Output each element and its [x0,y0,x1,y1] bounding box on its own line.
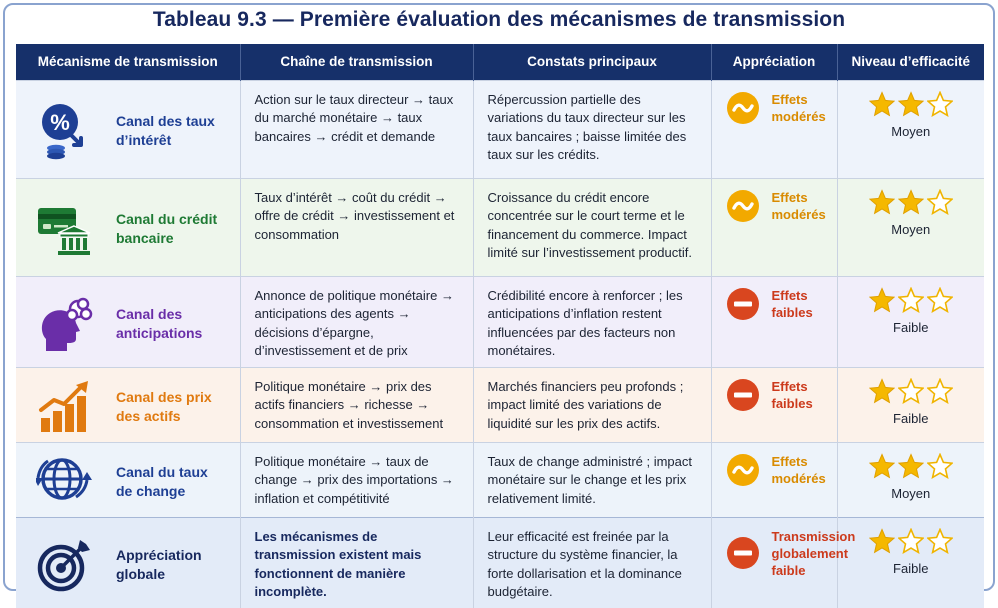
star-empty-icon [926,377,953,404]
moderate-effect-icon [726,189,759,222]
star-filled-icon [868,452,895,478]
bar-chart-up-icon [36,378,94,436]
chain-cell: Annonce de politique monétaire → anticip… [239,275,473,367]
mechanism-label: Canal des anticipations [116,305,203,341]
star-filled-icon [897,188,924,214]
star-filled-icon [868,90,895,116]
chain-cell: Politique monétaire → taux de change → p… [239,441,473,517]
efficiency-cell: Moyen [836,79,984,178]
appreciation-cell: Transmission globalement faible [710,516,855,608]
efficiency-cell: Moyen [836,177,984,276]
findings-cell: Marchés financiers peu profonds ; impact… [472,366,711,442]
star-filled-icon [868,188,895,214]
star-empty-icon [897,527,924,554]
findings-cell: Crédibilité encore à renforcer ; les ant… [472,275,711,367]
mechanism-label: Canal du crédit bancaire [116,211,218,246]
moderate-effect-icon [726,453,759,486]
mechanism-label: Appréciation globale [116,546,202,582]
chain-cell: Les mécanismes de transmission existent … [239,516,473,608]
card-bank-icon [36,200,94,258]
efficiency-cell: Moyen [836,441,984,517]
table-row: Canal du taux de change Politique monéta… [16,441,984,517]
mechanism-cell: Canal du taux de change [16,441,240,517]
appreciation-label: Effets faibles [771,287,813,320]
star-empty-icon [926,90,953,117]
star-empty-icon [926,452,953,479]
findings-cell: Croissance du crédit encore concentrée s… [472,177,711,276]
head-thought-icon [36,295,94,353]
efficiency-cell: Faible [836,366,984,442]
appreciation-label: Effets modérés [771,453,826,486]
weak-effect-icon [726,378,759,411]
table-header-row: Mécanisme de transmission Chaîne de tran… [16,44,984,80]
page-title: Tableau 9.3 — Première évaluation des mé… [152,8,846,31]
appreciation-cell: Effets modérés [710,177,837,276]
weak-effect-icon [726,287,759,320]
mechanism-label: Canal des taux d’intérêt [116,113,215,148]
mechanism-cell: % Canal des taux d’intérêt [16,79,240,178]
star-rating [852,527,971,554]
appreciation-cell: Effets modérés [710,79,837,178]
target-icon [36,536,94,594]
star-filled-icon [868,527,895,553]
appreciation-cell: Effets modérés [710,441,837,517]
efficiency-cell: Faible [836,516,984,608]
efficiency-level: Faible [893,410,929,426]
percent-coins-icon: % [36,102,94,160]
findings-cell: Taux de change administré ; impact monét… [472,441,711,517]
mechanism-cell: Canal du crédit bancaire [16,177,240,276]
star-rating [852,377,971,404]
appreciation-label: Effets modérés [771,189,826,222]
appreciation-cell: Effets faibles [710,366,837,442]
table-row: Canal des anticipations Annonce de polit… [16,275,984,367]
appreciation-cell: Effets faibles [710,275,837,367]
mechanism-label: Canal du taux de change [116,463,208,499]
star-empty-icon [926,286,953,313]
chain-cell: Taux d’intérêt → coût du crédit → offre … [239,177,473,276]
column-header: Chaîne de transmission [239,44,473,80]
evaluation-table: Mécanisme de transmission Chaîne de tran… [16,44,984,608]
svg-text:%: % [50,110,70,135]
table-row: Canal des prix des actifs Politique moné… [16,366,984,442]
table-row: Canal du crédit bancaire Taux d’intérêt … [16,177,984,276]
column-header: Constats principaux [472,44,711,80]
column-header: Appréciation [710,44,837,80]
star-empty-icon [897,286,924,313]
mechanism-cell: Canal des anticipations [16,275,240,367]
efficiency-level: Faible [893,560,929,576]
efficiency-cell: Faible [836,275,984,367]
table-row: % Canal des taux d’intérêt Action sur le… [16,79,984,178]
star-rating [852,286,971,313]
moderate-effect-icon [726,91,759,124]
column-header: Niveau d’efficacité [836,44,984,80]
findings-cell: Répercussion partielle des variations du… [472,79,711,178]
star-empty-icon [897,377,924,404]
efficiency-level: Faible [893,319,929,335]
mechanism-label: Canal des prix des actifs [116,388,212,424]
star-empty-icon [926,188,953,215]
star-rating [852,452,971,479]
chain-cell: Action sur le taux directeur → taux du m… [239,79,473,178]
efficiency-level: Moyen [891,221,931,237]
star-empty-icon [926,527,953,554]
appreciation-label: Transmission globalement faible [771,528,856,578]
appreciation-label: Effets faibles [771,378,813,411]
star-filled-icon [868,286,895,312]
weak-effect-icon [726,537,759,569]
star-filled-icon [897,452,924,478]
globe-icon [34,453,94,511]
star-rating [852,188,971,215]
appreciation-label: Effets modérés [771,91,826,124]
mechanism-cell: Appréciation globale [16,516,240,608]
efficiency-level: Moyen [891,123,931,139]
star-filled-icon [897,90,924,116]
chain-cell: Politique monétaire → prix des actifs fi… [239,366,473,442]
star-rating [852,90,971,117]
star-filled-icon [868,377,895,403]
efficiency-level: Moyen [891,485,931,501]
column-header: Mécanisme de transmission [16,44,240,80]
mechanism-cell: Canal des prix des actifs [16,366,240,442]
